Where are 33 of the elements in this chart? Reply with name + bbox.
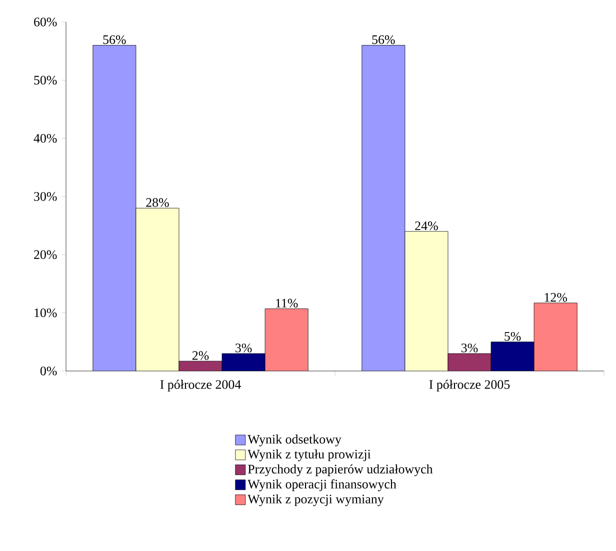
data-label: 12% xyxy=(544,292,568,302)
bar xyxy=(534,302,578,371)
y-tick-label: 30% xyxy=(34,192,57,201)
legend-label: Wynik z pozycji wymiany xyxy=(248,494,384,506)
data-label: 3% xyxy=(461,344,478,352)
data-label: 5% xyxy=(504,332,521,341)
data-label: 24% xyxy=(415,221,438,230)
x-tick-label: I półrocze 2005 xyxy=(429,380,510,392)
y-tick-label: 40% xyxy=(34,134,57,143)
legend-label: Wynik odsetkowy xyxy=(248,434,342,446)
y-tick-label: 0% xyxy=(40,366,57,376)
bar xyxy=(222,354,266,371)
data-label: 56% xyxy=(372,35,395,44)
data-label: 56% xyxy=(103,35,126,44)
y-tick-label: 50% xyxy=(34,76,57,85)
data-label: 11% xyxy=(276,298,298,308)
legend-label: Wynik z tytułu prowizji xyxy=(248,449,371,462)
legend-label: Przychody z papierów udziałowych xyxy=(248,464,433,476)
bar xyxy=(362,45,406,371)
bar xyxy=(490,342,534,371)
bar xyxy=(265,308,308,371)
legend-label: Wynik operacji finansowych xyxy=(248,479,396,492)
data-label: 2% xyxy=(192,351,209,360)
data-label: 28% xyxy=(146,198,169,207)
x-tick-label: I półrocze 2004 xyxy=(160,380,241,392)
data-label: 3% xyxy=(236,344,252,352)
y-tick-label: 20% xyxy=(34,250,57,260)
bar xyxy=(404,231,448,371)
y-tick-label: 60% xyxy=(34,18,57,26)
bar xyxy=(136,208,179,371)
bar xyxy=(448,353,492,371)
y-tick-label: 10% xyxy=(34,308,57,318)
bar xyxy=(92,45,136,371)
